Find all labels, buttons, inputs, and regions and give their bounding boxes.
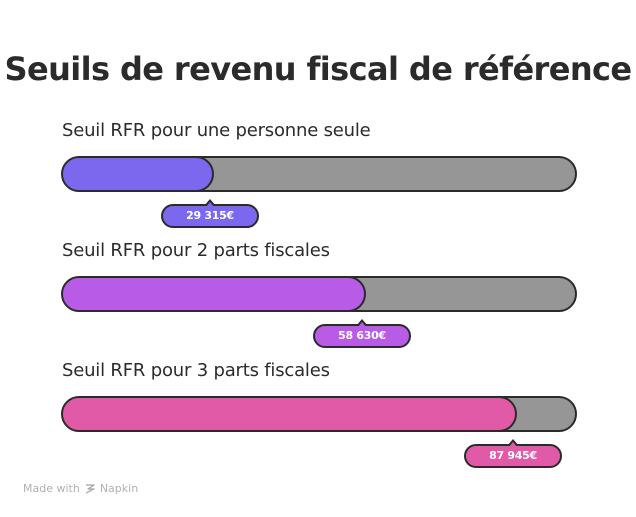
- bar-label-1: Seuil RFR pour une personne seule: [62, 120, 371, 141]
- bar-track-1: [61, 156, 577, 192]
- value-label-1: 29 315€: [161, 199, 259, 228]
- bar-label-2: Seuil RFR pour 2 parts fiscales: [62, 240, 330, 261]
- value-label-2: 58 630€: [313, 319, 411, 348]
- value-label-3: 87 945€: [464, 439, 562, 468]
- footer-attribution: Made with Napkin: [23, 482, 138, 495]
- napkin-logo-icon: [85, 483, 95, 494]
- bar-fill-3: [63, 398, 517, 430]
- bar-track-2: [61, 276, 577, 312]
- footer-made-with: Made with: [23, 482, 80, 495]
- bar-track-3: [61, 396, 577, 432]
- bar-fill-1: [63, 158, 214, 190]
- bar-label-3: Seuil RFR pour 3 parts fiscales: [62, 360, 330, 381]
- bar-fill-2: [63, 278, 366, 310]
- footer-brand: Napkin: [99, 482, 139, 495]
- chart-title: Seuils de revenu fiscal de référence: [4, 50, 633, 88]
